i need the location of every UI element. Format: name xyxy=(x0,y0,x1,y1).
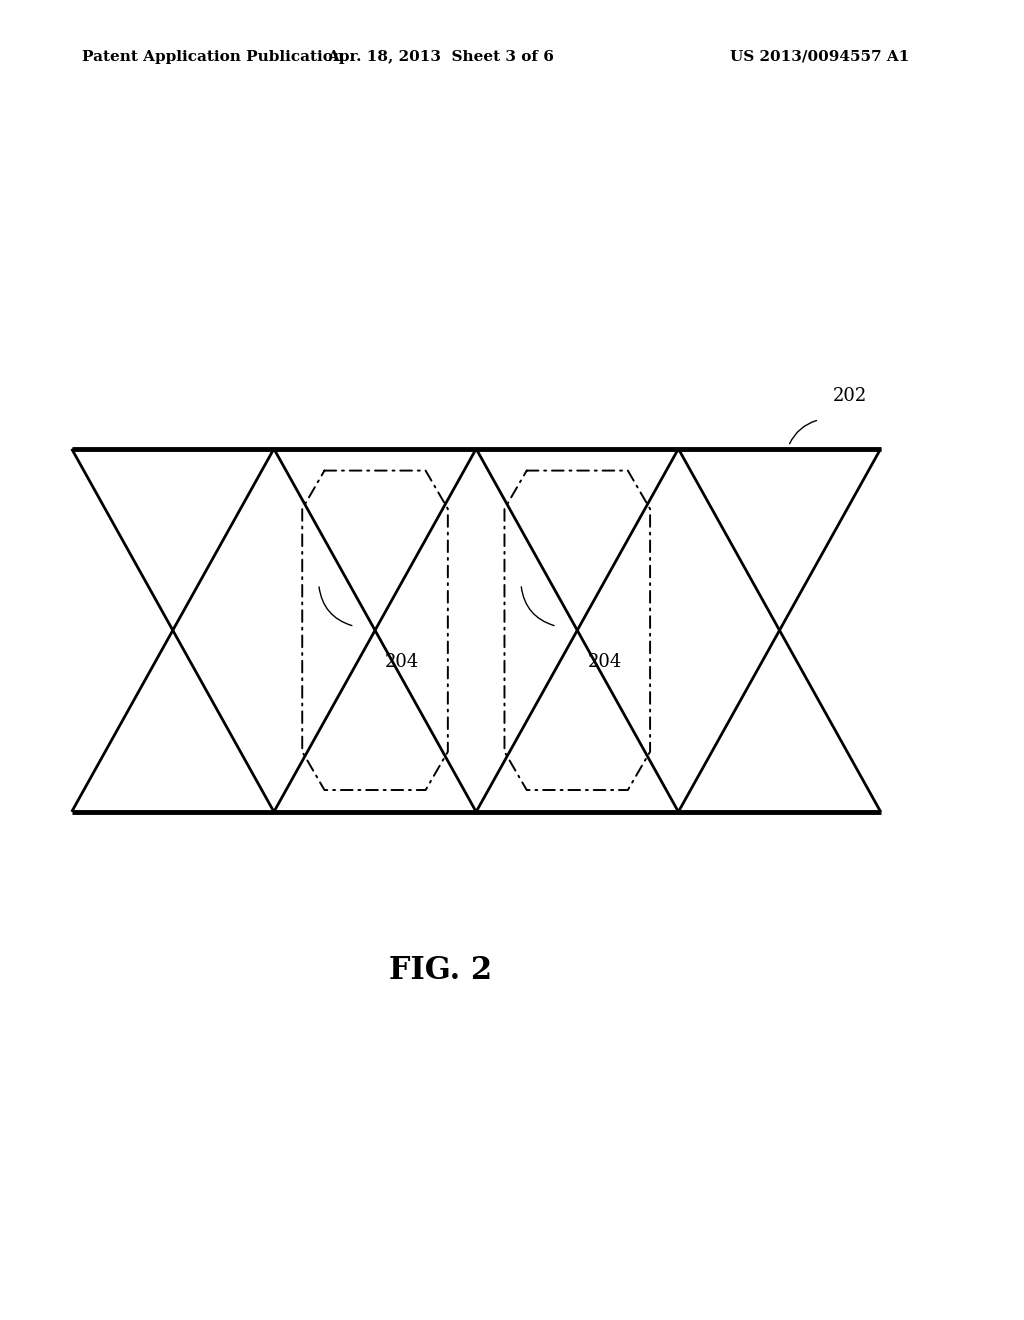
Text: 202: 202 xyxy=(833,387,866,405)
Text: 204: 204 xyxy=(588,653,622,671)
Text: Apr. 18, 2013  Sheet 3 of 6: Apr. 18, 2013 Sheet 3 of 6 xyxy=(327,50,554,63)
Text: 204: 204 xyxy=(385,653,420,671)
Text: FIG. 2: FIG. 2 xyxy=(389,954,492,986)
Text: Patent Application Publication: Patent Application Publication xyxy=(82,50,344,63)
Text: US 2013/0094557 A1: US 2013/0094557 A1 xyxy=(729,50,909,63)
